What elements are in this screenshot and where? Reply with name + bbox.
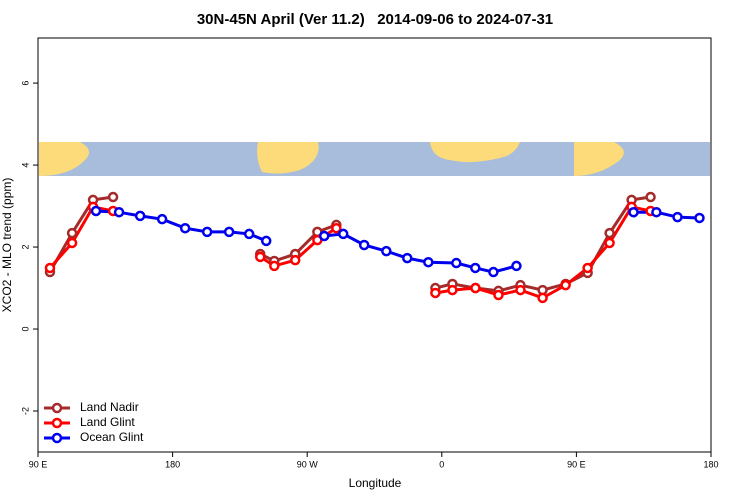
data-point bbox=[582, 262, 593, 274]
data-point bbox=[515, 284, 526, 296]
legend-marker bbox=[51, 417, 63, 429]
data-point bbox=[223, 226, 235, 238]
x-tick-label: 90 E bbox=[29, 459, 48, 469]
y-tick-label: 0 bbox=[20, 327, 30, 332]
data-point bbox=[179, 222, 191, 234]
data-point bbox=[381, 245, 392, 257]
data-point bbox=[511, 260, 522, 272]
x-axis-label: Longitude bbox=[349, 476, 402, 490]
data-point bbox=[331, 222, 342, 234]
data-point bbox=[402, 252, 413, 264]
x-tick-label: 0 bbox=[439, 459, 444, 469]
data-point bbox=[156, 213, 168, 225]
data-point bbox=[628, 206, 639, 218]
data-point bbox=[254, 251, 266, 263]
data-point bbox=[651, 206, 662, 218]
data-point bbox=[645, 191, 656, 203]
y-tick-label: 4 bbox=[20, 163, 30, 168]
data-point bbox=[318, 230, 330, 242]
data-point bbox=[201, 226, 213, 238]
y-tick-label: 2 bbox=[20, 245, 30, 250]
data-point bbox=[430, 287, 441, 299]
data-point bbox=[604, 237, 615, 249]
x-tick-label: 180 bbox=[165, 459, 180, 469]
x-tick-label: 90 E bbox=[567, 459, 586, 469]
data-point bbox=[289, 254, 301, 266]
data-point bbox=[423, 256, 434, 268]
legend-label: Land Glint bbox=[80, 415, 135, 429]
data-point bbox=[113, 206, 125, 218]
data-point bbox=[537, 292, 548, 304]
data-point bbox=[493, 289, 504, 301]
legend-label: Ocean Glint bbox=[80, 430, 144, 444]
legend-label: Land Nadir bbox=[80, 400, 139, 414]
x-tick-label: 180 bbox=[703, 459, 718, 469]
data-point bbox=[470, 262, 481, 274]
data-point bbox=[604, 227, 615, 239]
data-point bbox=[447, 284, 458, 296]
data-point bbox=[134, 210, 146, 222]
chart-title: 30N-45N April (Ver 11.2) 2014-09-06 to 2… bbox=[197, 11, 553, 28]
data-point bbox=[694, 212, 705, 224]
y-tick-label: -2 bbox=[20, 407, 30, 415]
data-point bbox=[90, 205, 102, 217]
data-point bbox=[66, 227, 78, 239]
data-point bbox=[358, 239, 370, 251]
data-point bbox=[44, 262, 56, 274]
data-point bbox=[560, 279, 571, 291]
legend-marker bbox=[51, 432, 63, 444]
data-point bbox=[66, 237, 78, 249]
plot-frame bbox=[37, 37, 712, 453]
data-point bbox=[107, 191, 119, 203]
y-axis-label: XCO2 - MLO trend (ppm) bbox=[0, 178, 14, 313]
data-point bbox=[470, 282, 481, 294]
data-point bbox=[672, 211, 683, 223]
data-point bbox=[260, 235, 272, 247]
data-point bbox=[269, 260, 280, 272]
data-point bbox=[488, 266, 499, 278]
y-tick-label: 6 bbox=[20, 81, 30, 86]
x-tick-label: 90 W bbox=[297, 459, 319, 469]
data-point bbox=[451, 257, 462, 269]
data-point bbox=[337, 228, 349, 240]
map-band bbox=[39, 142, 710, 176]
legend-marker bbox=[51, 402, 63, 414]
data-point bbox=[243, 228, 255, 240]
